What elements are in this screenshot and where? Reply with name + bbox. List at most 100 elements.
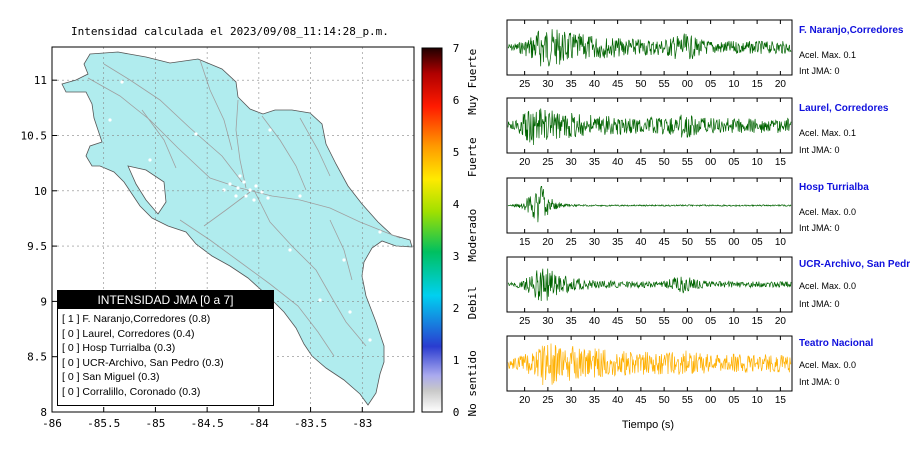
panel-x-tick-label: 25 bbox=[519, 316, 531, 327]
map-x-tick-label: -84.5 bbox=[191, 417, 224, 430]
panel-x-tick-label: 10 bbox=[728, 79, 740, 90]
panel-x-tick-label: 30 bbox=[566, 395, 578, 406]
station-acel: Acel. Max. 0.0 bbox=[799, 360, 857, 370]
station-acel: Acel. Max. 0.1 bbox=[799, 128, 857, 138]
legend-item: [ 0 ] Hosp Turrialba (0.3) bbox=[62, 342, 176, 354]
panel-x-tick-label: 40 bbox=[612, 157, 624, 168]
panel-x-tick-label: 25 bbox=[542, 395, 554, 406]
panel-x-tick-label: 15 bbox=[519, 237, 531, 248]
panel-x-tick-label: 00 bbox=[705, 395, 717, 406]
seismogram-trace bbox=[507, 343, 792, 386]
seismogram-panel: 25 30 35 40 45 50 55 00 05 10 15 20 bbox=[506, 256, 793, 327]
panel-x-tick-label: 05 bbox=[705, 316, 717, 327]
panel-x-tick-label: 55 bbox=[659, 79, 671, 90]
map-y-tick-label: 11 bbox=[34, 74, 47, 87]
colorbar-tick-label: 1 bbox=[453, 354, 460, 367]
seismogram-panels: 25 30 35 40 45 50 55 00 05 10 15 20 20 25 30 35 40 45 50 55… bbox=[506, 19, 793, 406]
colorbar-tick-label: 3 bbox=[453, 250, 460, 263]
map-x-tick-label: -83.5 bbox=[294, 417, 327, 430]
map-y-tick-label: 9 bbox=[40, 295, 47, 308]
panel-x-tick-label: 35 bbox=[589, 157, 601, 168]
costa-rica-shape bbox=[61, 51, 413, 406]
panel-x-tick-label: 50 bbox=[635, 316, 647, 327]
map-x-tick-label: -85 bbox=[145, 417, 165, 430]
map-x-tick-label: -85.5 bbox=[87, 417, 120, 430]
panel-x-tick-label: 35 bbox=[589, 395, 601, 406]
panel-x-tick-label: 50 bbox=[659, 395, 671, 406]
station-int: Int JMA: 0 bbox=[799, 223, 840, 233]
station-name: Teatro Nacional bbox=[799, 338, 874, 349]
panel-x-tick-label: 40 bbox=[635, 237, 647, 248]
colorbar-ticks: 7 6 5 4 3 2 1 0 bbox=[453, 42, 460, 419]
seismogram-panel: 20 25 30 35 40 45 50 55 00 05 10 15 bbox=[506, 97, 793, 168]
panel-x-tick-label: 30 bbox=[589, 237, 601, 248]
city-points bbox=[108, 80, 382, 342]
panel-x-tick-label: 45 bbox=[635, 157, 647, 168]
seismogram-trace bbox=[507, 268, 792, 302]
panel-x-tick-label: 50 bbox=[635, 79, 647, 90]
gulf-of-nicoya bbox=[127, 165, 167, 215]
seismogram-panel: 20 25 30 35 40 45 50 55 00 05 10 15 bbox=[506, 335, 793, 406]
panel-x-tick-label: 15 bbox=[775, 157, 787, 168]
panel-x-tick-label: 00 bbox=[705, 157, 717, 168]
legend: INTENSIDAD JMA [0 a 7] [ 1 ] F. Naranjo,… bbox=[57, 290, 274, 406]
panel-x-tick-label: 30 bbox=[566, 157, 578, 168]
seismogram-panel: 15 20 25 30 35 40 45 50 55 00 05 10 bbox=[506, 177, 793, 248]
map-axes: -86 -85.5 -85 -84.5 -84 -83.5 -83 11 10.5 10 9.5 9 8… bbox=[21, 74, 373, 430]
map-y-tick-label: 10.5 bbox=[21, 129, 48, 142]
legend-item: [ 0 ] Corralillo, Coronado (0.3) bbox=[62, 385, 201, 398]
panel-x-tick-label: 05 bbox=[705, 79, 717, 90]
colorbar-scale bbox=[421, 47, 443, 413]
seismogram-trace bbox=[507, 185, 792, 223]
panel-x-tick-label: 35 bbox=[566, 316, 578, 327]
station-int: Int JMA: 0 bbox=[799, 377, 840, 387]
colorbar-tick-label: 4 bbox=[453, 198, 460, 211]
station-name: Hosp Turrialba bbox=[799, 182, 869, 193]
map-x-tick-label: -86 bbox=[42, 417, 62, 430]
panel-x-tick-label: 45 bbox=[612, 79, 624, 90]
panel-x-tick-label: 25 bbox=[542, 157, 554, 168]
map-x-tick-label: -83 bbox=[352, 417, 372, 430]
station-int: Int JMA: 0 bbox=[799, 66, 840, 76]
panel-x-tick-label: 40 bbox=[612, 395, 624, 406]
seismogram-trace bbox=[507, 29, 792, 67]
station-acel: Acel. Max. 0.0 bbox=[799, 207, 857, 217]
panel-x-tick-label: 55 bbox=[682, 395, 694, 406]
panel-x-tick-label: 45 bbox=[659, 237, 671, 248]
panel-x-tick-label: 10 bbox=[752, 157, 764, 168]
panel-x-tick-label: 55 bbox=[659, 316, 671, 327]
colorbar-tick-label: 0 bbox=[453, 406, 460, 419]
panel-x-tick-label: 20 bbox=[775, 79, 787, 90]
panel-x-tick-label: 20 bbox=[519, 395, 531, 406]
seismogram-panel: 25 30 35 40 45 50 55 00 05 10 15 20 bbox=[506, 19, 793, 90]
map-y-tick-label: 8 bbox=[40, 406, 47, 419]
station-acel: Acel. Max. 0.1 bbox=[799, 50, 857, 60]
panel-x-tick-label: 40 bbox=[589, 79, 601, 90]
map-y-tick-label: 10 bbox=[34, 185, 47, 198]
panel-x-tick-label: 20 bbox=[519, 157, 531, 168]
legend-item: [ 0 ] San Miguel (0.3) bbox=[62, 371, 160, 383]
colorbar-category-label: No sentido bbox=[466, 350, 479, 416]
colorbar-category-label: Moderado bbox=[466, 209, 479, 262]
colorbar-tick-label: 6 bbox=[453, 94, 460, 107]
legend-list: [ 1 ] F. Naranjo,Corredores (0.8) [ 0 ] … bbox=[58, 309, 273, 399]
legend-item: [ 0 ] Laurel, Corredores (0.4) bbox=[62, 327, 195, 340]
panel-x-tick-label: 05 bbox=[728, 395, 740, 406]
station-name: F. Naranjo,Corredores bbox=[799, 25, 904, 36]
panel-x-tick-label: 35 bbox=[566, 79, 578, 90]
colorbar-category-label: Debil bbox=[466, 286, 479, 319]
colorbar: 7 6 5 4 3 2 1 0 Muy Fuerte Fuerte Moderado Debil No… bbox=[421, 42, 479, 419]
panel-x-tick-label: 10 bbox=[775, 237, 787, 248]
colorbar-tick-label: 7 bbox=[453, 42, 460, 55]
map-y-tick-label: 8.5 bbox=[27, 351, 47, 364]
panel-x-tick-label: 15 bbox=[752, 79, 764, 90]
station-int: Int JMA: 0 bbox=[799, 145, 840, 155]
panel-x-tick-label: 05 bbox=[752, 237, 764, 248]
panel-x-tick-label: 55 bbox=[682, 157, 694, 168]
station-int: Int JMA: 0 bbox=[799, 299, 840, 309]
legend-item: [ 1 ] F. Naranjo,Corredores (0.8) bbox=[62, 313, 211, 325]
panel-x-tick-label: 45 bbox=[612, 316, 624, 327]
panel-x-tick-label: 00 bbox=[682, 316, 694, 327]
panel-x-tick-label: 55 bbox=[705, 237, 717, 248]
panel-x-tick-label: 50 bbox=[682, 237, 694, 248]
